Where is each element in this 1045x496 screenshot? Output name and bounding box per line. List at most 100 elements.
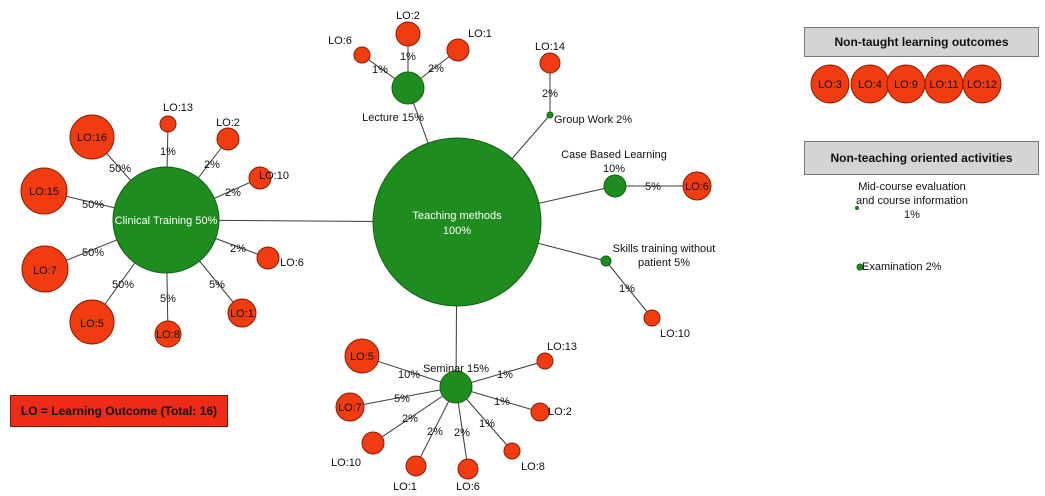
outcome-pct-clinical-9: 50% [82, 199, 104, 211]
mid-course-text: Mid-course evaluation and course informa… [856, 181, 968, 207]
outcome-node-seminar-4 [457, 458, 479, 480]
outcome-pct-seminar-6: 2% [402, 413, 418, 425]
outcome-label-clinical-8: LO:7 [33, 265, 57, 277]
legend-box: LO = Learning Outcome (Total: 16) [10, 395, 228, 427]
outcome-node-clinical-6 [154, 320, 182, 348]
outcome-label-group-0: LO:14 [535, 41, 565, 53]
mid-course-value: 1% [904, 209, 920, 221]
outcome-pct-case-0: 5% [645, 181, 661, 193]
outcome-label-seminar-3: LO:8 [521, 461, 545, 473]
outcome-label-seminar-7: LO:7 [338, 402, 362, 414]
outcome-label-clinical-9: LO:15 [29, 186, 59, 198]
outcome-pct-clinical-8: 50% [82, 247, 104, 259]
outcome-label-lecture-1: LO:2 [396, 10, 420, 22]
outcome-label-lecture-0: LO:6 [328, 35, 352, 47]
outcome-node-clinical-3 [248, 166, 272, 190]
outcome-label-clinical-2: LO:2 [216, 117, 240, 129]
outcome-pct-lecture-1: 1% [400, 51, 416, 63]
outcome-node-seminar-5 [405, 455, 427, 477]
outcome-node-skills-0 [643, 309, 661, 327]
outcome-pct-clinical-1: 1% [160, 146, 176, 158]
outcome-pct-clinical-0: 50% [109, 163, 131, 175]
examination-dot [856, 263, 864, 271]
outcome-pct-clinical-4: 2% [230, 243, 246, 255]
outcome-label-seminar-5: LO:1 [393, 481, 417, 493]
non-taught-node-4 [962, 64, 1002, 104]
non-taught-label-1: LO:4 [858, 79, 882, 91]
method-label-group: Group Work 2% [554, 114, 632, 126]
outcome-pct-seminar-1: 1% [497, 369, 513, 381]
outcome-node-case-0 [682, 171, 712, 201]
outcome-node-seminar-7 [335, 392, 365, 422]
edge-skills-outcome-0 [605, 260, 653, 319]
outcome-pct-seminar-0: 10% [398, 369, 420, 381]
method-label-skills-line2: patient 5% [638, 257, 690, 269]
outcome-label-seminar-2: LO:2 [548, 406, 572, 418]
outcome-node-clinical-0 [69, 114, 115, 160]
outcome-node-seminar-3 [503, 442, 521, 460]
outcome-pct-seminar-7: 5% [394, 393, 410, 405]
outcome-node-seminar-0 [344, 338, 380, 374]
outcome-label-seminar-1: LO:13 [547, 341, 577, 353]
method-label-seminar: Seminar 15% [423, 363, 489, 375]
method-label-clinical: Clinical Training 50% [115, 215, 218, 227]
outcome-node-seminar-6 [361, 431, 385, 455]
outcome-label-clinical-0: LO:16 [77, 132, 107, 144]
method-label-skills-line1: Skills training without [613, 243, 716, 255]
outcome-node-lecture-2 [446, 38, 470, 62]
outcome-pct-clinical-2: 2% [204, 159, 220, 171]
outcome-pct-seminar-5: 2% [427, 426, 443, 438]
outcome-node-lecture-0 [353, 46, 371, 64]
non-taught-header: Non-taught learning outcomes [804, 27, 1039, 57]
non-taught-label-3: LO:11 [929, 79, 958, 91]
outcome-label-seminar-6: LO:10 [331, 457, 361, 469]
hub-label: Teaching methods [412, 210, 502, 222]
outcome-pct-seminar-3: 1% [479, 418, 495, 430]
outcome-label-clinical-5: LO:1 [230, 308, 254, 320]
non-taught-label-0: LO:3 [818, 79, 842, 91]
outcome-pct-clinical-7: 50% [112, 279, 134, 291]
outcome-pct-group-0: 2% [542, 88, 558, 100]
outcome-label-clinical-3: LO:10 [259, 170, 289, 182]
outcome-pct-seminar-4: 2% [454, 427, 470, 439]
outcome-label-clinical-4: LO:6 [280, 257, 304, 269]
non-taught-label-4: LO:12 [967, 79, 997, 91]
outcome-pct-clinical-5: 5% [209, 279, 225, 291]
outcome-pct-clinical-6: 5% [160, 293, 176, 305]
outcome-pct-seminar-2: 1% [494, 396, 510, 408]
outcome-label-seminar-4: LO:6 [456, 481, 480, 493]
method-node-case [603, 174, 627, 198]
non-teaching-header: Non-teaching oriented activities [804, 141, 1039, 175]
outcome-node-clinical-4 [256, 246, 280, 270]
method-node-group [546, 111, 554, 119]
outcome-node-clinical-1 [159, 115, 177, 133]
hub-node [372, 137, 542, 307]
outcome-node-clinical-7 [69, 299, 115, 345]
method-label-lecture: Lecture 15% [362, 112, 424, 124]
edge-seminar-outcome-6 [372, 386, 457, 444]
outcome-label-seminar-0: LO:5 [350, 351, 374, 363]
mid-course-dot [855, 206, 859, 210]
method-node-skills [600, 255, 612, 267]
outcome-label-skills-0: LO:10 [660, 328, 690, 340]
outcome-label-clinical-7: LO:5 [80, 318, 104, 330]
non-taught-node-0 [810, 64, 850, 104]
outcome-node-clinical-9 [20, 167, 68, 215]
outcome-node-lecture-1 [395, 21, 421, 47]
outcome-node-seminar-2 [530, 402, 550, 422]
method-node-lecture [391, 71, 425, 105]
edge-seminar-outcome-7 [349, 386, 457, 408]
outcome-node-clinical-2 [216, 127, 240, 151]
hub-value: 100% [443, 225, 471, 237]
outcome-pct-clinical-3: 2% [225, 187, 241, 199]
method-label-case-line2: 10% [603, 163, 625, 175]
outcome-node-group-0 [539, 52, 561, 74]
method-node-seminar [439, 370, 473, 404]
examination-label: Examination 2% [862, 261, 942, 273]
outcome-node-seminar-1 [536, 352, 554, 370]
outcome-label-lecture-2: LO:1 [468, 28, 492, 40]
outcome-label-clinical-1: LO:13 [163, 102, 193, 114]
non-taught-label-2: LO:9 [894, 79, 918, 91]
outcome-pct-skills-0: 1% [619, 283, 635, 295]
